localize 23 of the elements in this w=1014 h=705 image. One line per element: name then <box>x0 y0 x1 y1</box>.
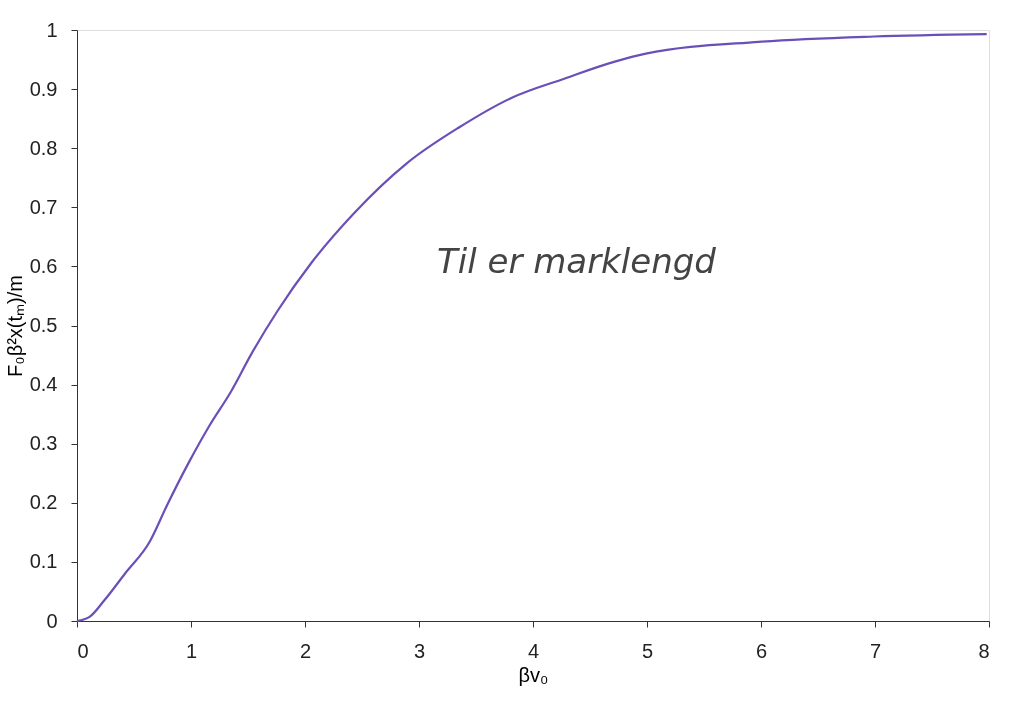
y-tick-label: 0.5 <box>29 314 58 336</box>
x-tick-label: 7 <box>869 639 882 662</box>
y-tick-label: 0.3 <box>29 432 58 455</box>
x-tick-label: 8 <box>978 639 990 662</box>
y-tick-label: 0 <box>46 609 58 632</box>
y-tick-label: 0.7 <box>29 195 58 218</box>
y-tick-label: 0.6 <box>29 254 58 277</box>
x-axis-title: βv₀ <box>518 663 549 686</box>
x-tick-label: 3 <box>413 639 426 662</box>
y-tick-label: 0.2 <box>29 491 58 514</box>
y-tick-label: 1 <box>46 18 58 41</box>
x-tick-label: 6 <box>755 639 768 662</box>
annotation: Til er marklengd <box>437 241 717 281</box>
x-tick-label: 1 <box>185 639 198 662</box>
x-tick-label: 2 <box>299 639 312 662</box>
y-tick-label: 0.8 <box>29 136 58 159</box>
y-tick-label: 0.4 <box>29 373 58 396</box>
x-tick-label: 4 <box>527 639 540 662</box>
x-tick-label: 5 <box>641 639 654 662</box>
y-axis-title: F₀β²x(tₘ)/m <box>3 275 26 377</box>
x-tick-label: 0 <box>77 639 89 662</box>
y-tick-label: 0.1 <box>29 550 58 573</box>
y-tick-label: 0.9 <box>29 77 58 100</box>
